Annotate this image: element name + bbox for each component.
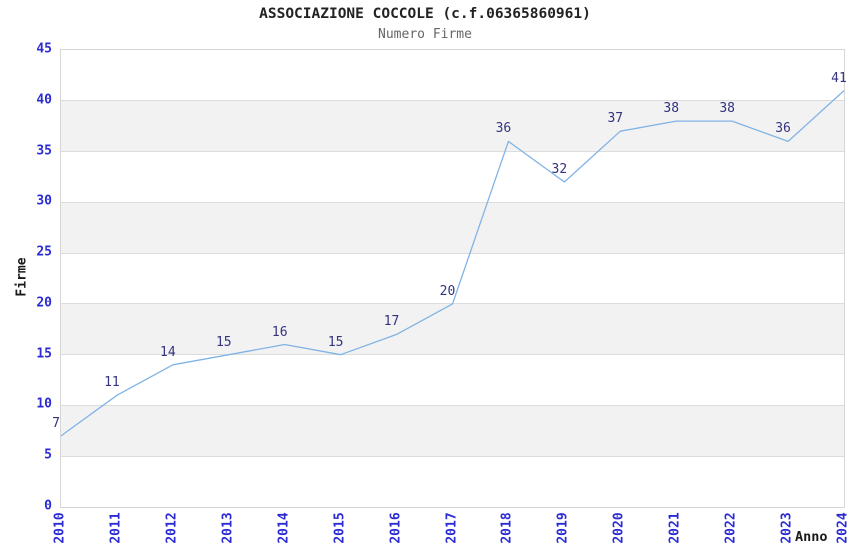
data-point-label: 14 [160, 344, 176, 360]
data-point-label: 41 [831, 70, 847, 86]
x-tick-label: 2015 [332, 512, 348, 544]
data-point-label: 15 [327, 334, 344, 350]
y-tick-label: 0 [44, 498, 52, 514]
y-tick-label: 35 [36, 143, 52, 159]
gridline [61, 201, 844, 203]
x-tick-label: 2022 [723, 512, 739, 544]
data-point-label: 36 [495, 121, 512, 137]
data-point-label: 17 [383, 314, 400, 330]
x-tick-label: 2013 [220, 512, 236, 544]
y-tick-label: 15 [36, 346, 52, 362]
gridline [61, 100, 844, 102]
data-point-label: 16 [271, 324, 288, 340]
grid-band [61, 354, 844, 406]
y-tick-label: 25 [36, 244, 52, 260]
series-polyline [61, 90, 844, 437]
line-series [61, 90, 844, 437]
x-tick-label: 2020 [611, 512, 627, 544]
gridline [61, 151, 844, 153]
x-tick-label: 2016 [388, 512, 404, 544]
x-tick-label: 2010 [52, 512, 68, 544]
x-tick-label: 2023 [779, 512, 795, 544]
data-point-label: 32 [551, 162, 568, 178]
data-point-label: 11 [104, 375, 120, 391]
chart-title: ASSOCIAZIONE COCCOLE (c.f.06365860961) [259, 6, 591, 22]
data-point-label: 20 [439, 283, 456, 299]
grid-band [61, 202, 844, 254]
chart-subtitle: Numero Firme [378, 27, 472, 42]
grid-band [61, 151, 844, 203]
gridline [61, 455, 844, 457]
grid-band [61, 253, 844, 304]
x-tick-label: 2018 [499, 512, 515, 544]
gridline [61, 404, 844, 406]
y-tick-label: 30 [36, 193, 52, 209]
y-tick-label: 10 [36, 396, 52, 412]
data-point-label: 36 [775, 121, 791, 137]
y-tick-label: 5 [44, 447, 52, 463]
grid-band [61, 100, 844, 152]
x-tick-label: 2011 [108, 512, 124, 544]
data-point-label: 38 [663, 101, 680, 117]
plot-area [60, 49, 845, 508]
y-tick-label: 40 [36, 92, 52, 108]
gridline [61, 252, 844, 254]
x-tick-label: 2012 [164, 512, 180, 544]
x-tick-label: 2014 [276, 512, 292, 544]
x-tick-label: 2021 [667, 512, 683, 544]
x-tick-label: 2024 [835, 512, 850, 544]
grid-band [61, 50, 844, 101]
data-point-label: 15 [215, 334, 232, 350]
y-axis-label: Firme [14, 257, 30, 297]
grid-band [61, 456, 844, 507]
x-axis-label: Anno [795, 529, 828, 545]
data-point-label: 37 [607, 111, 624, 127]
data-point-label: 7 [52, 415, 60, 431]
gridline [61, 354, 844, 356]
x-tick-label: 2017 [444, 512, 459, 544]
grid-band [61, 405, 844, 457]
grid-band [61, 303, 844, 355]
y-tick-label: 45 [36, 41, 52, 57]
y-tick-label: 20 [36, 295, 52, 311]
data-point-label: 38 [719, 101, 735, 117]
x-tick-label: 2019 [555, 512, 571, 544]
